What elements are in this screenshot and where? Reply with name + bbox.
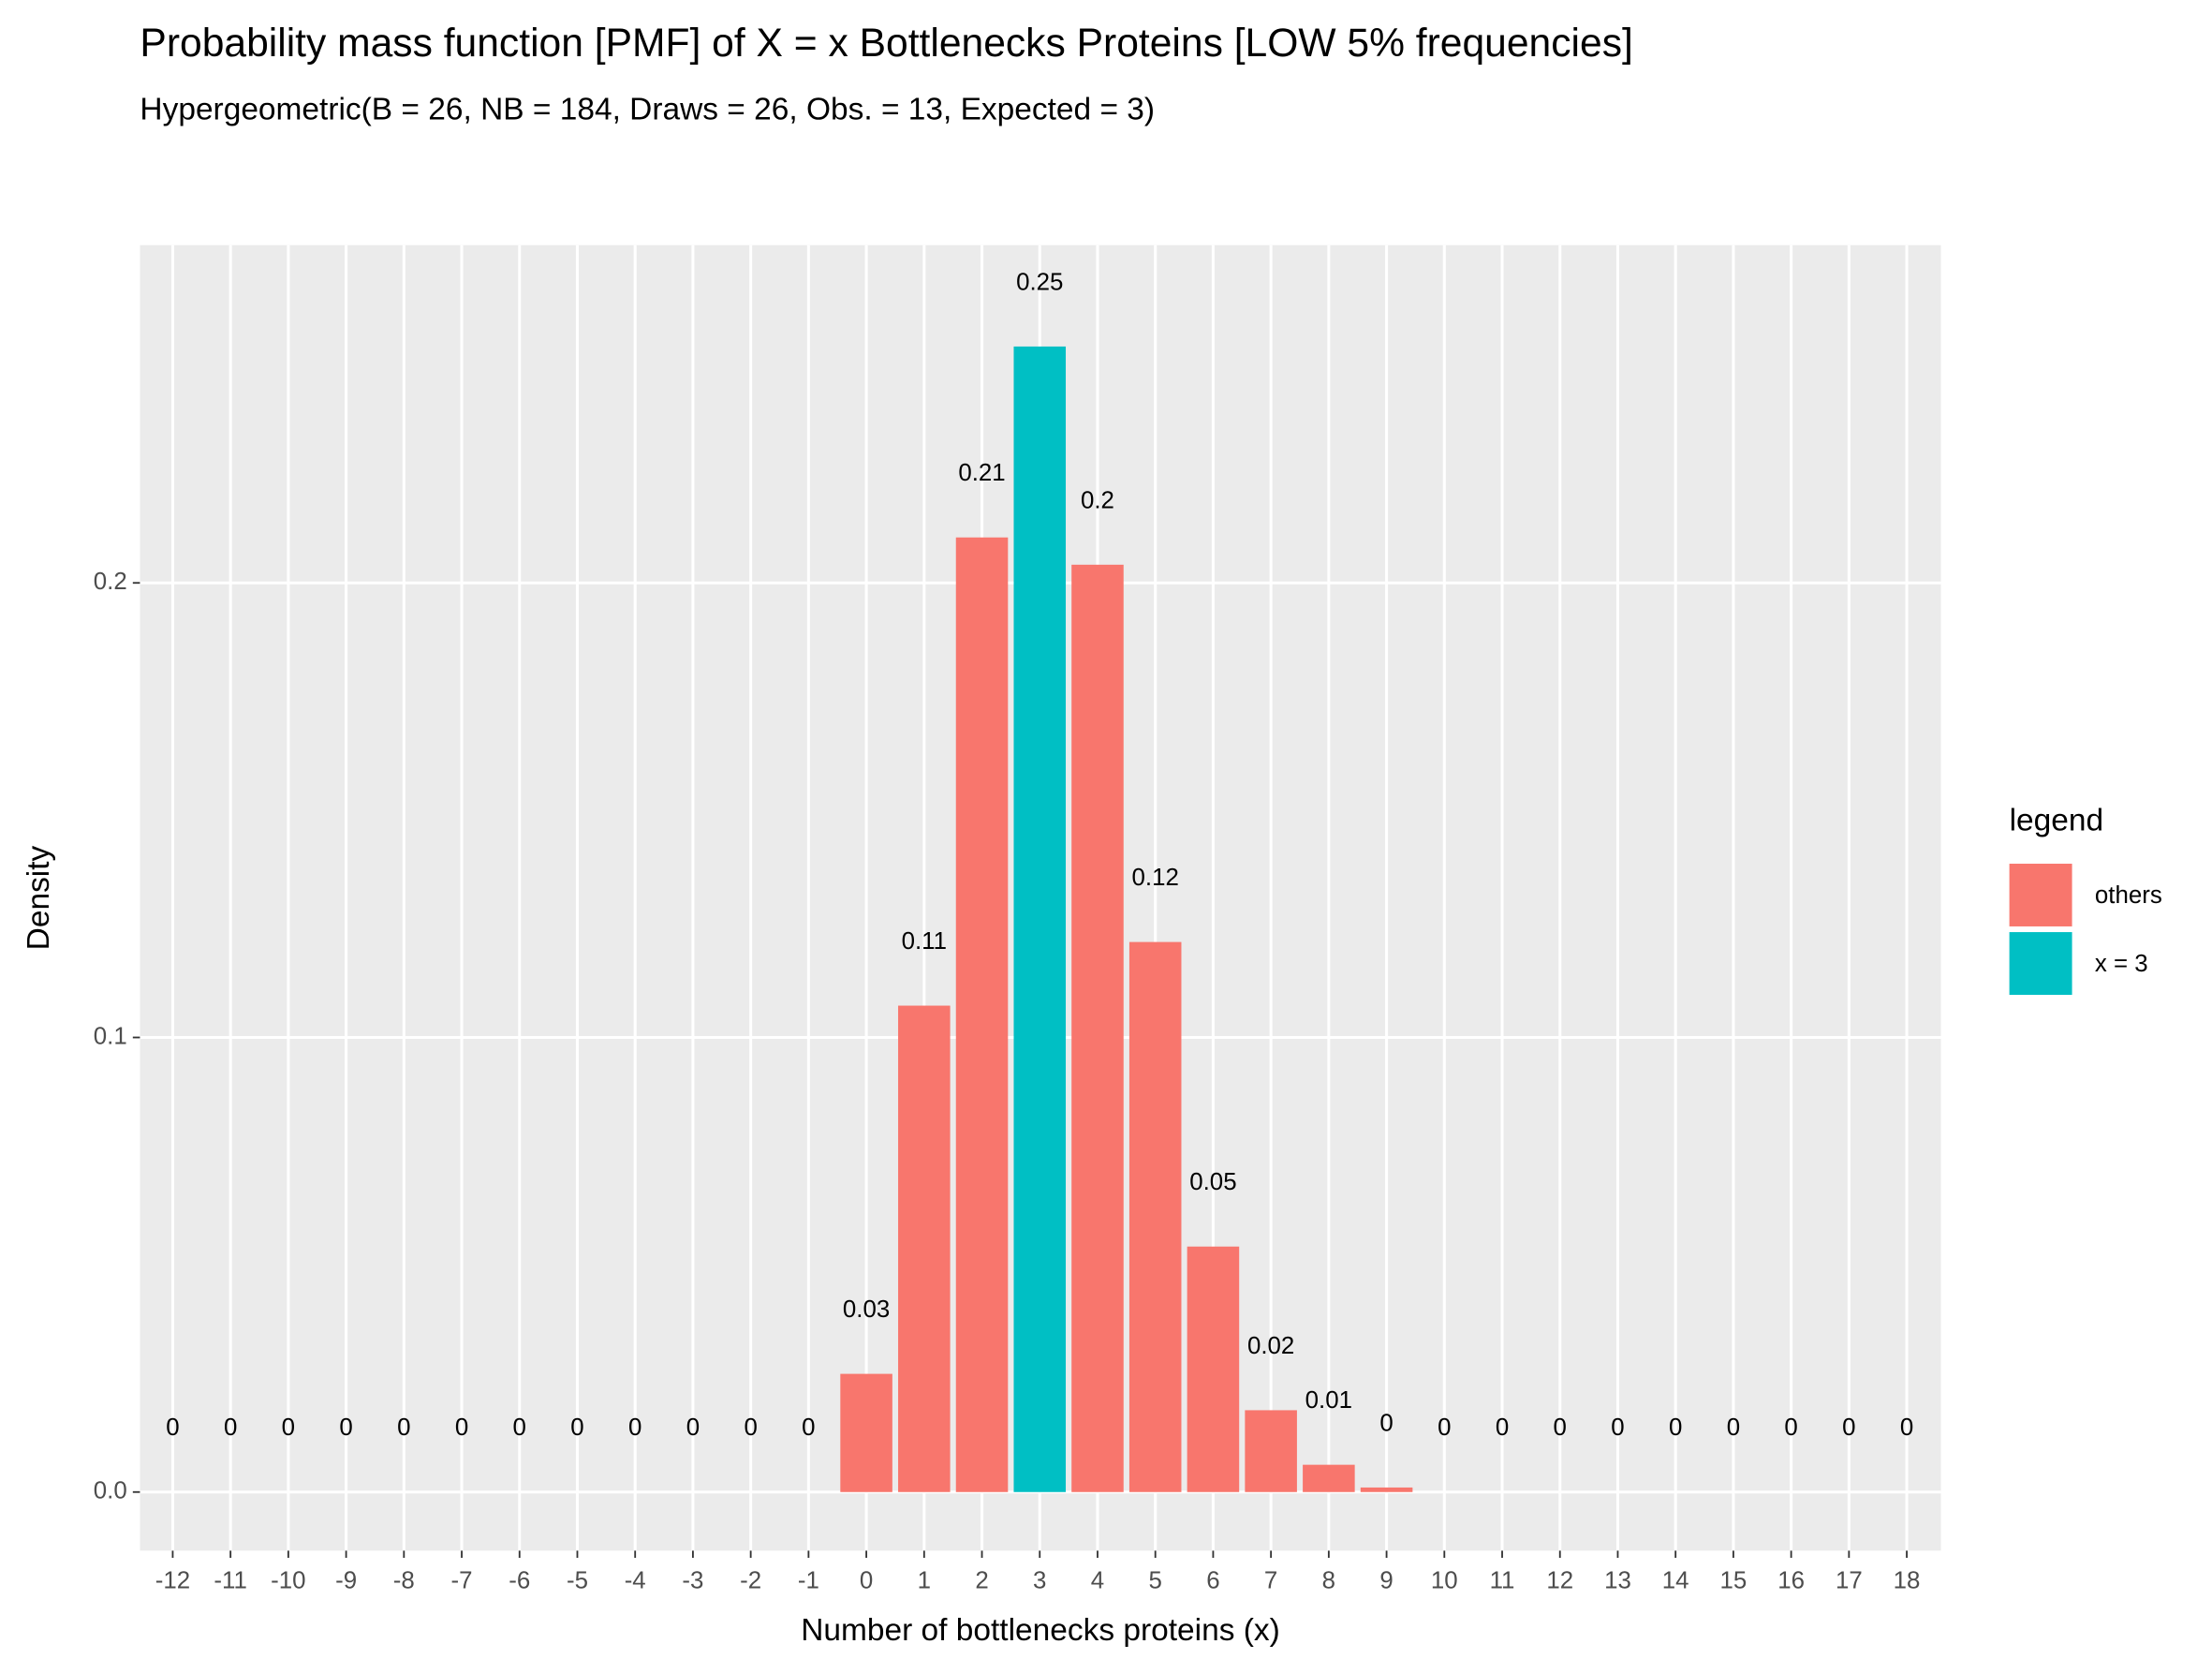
bar: [1245, 1410, 1297, 1492]
x-tick-label: 3: [1033, 1568, 1046, 1594]
value-label: 0: [802, 1415, 815, 1441]
value-label: 0: [744, 1415, 757, 1441]
x-tick-label: -9: [335, 1568, 357, 1594]
x-tick-label: 2: [975, 1568, 988, 1594]
x-tick-label: -3: [682, 1568, 703, 1594]
legend-swatch: [2009, 932, 2072, 995]
x-tick-label: -12: [155, 1568, 190, 1594]
x-tick-label: -6: [509, 1568, 530, 1594]
legend-label: others: [2095, 882, 2162, 909]
chart-subtitle: Hypergeometric(B = 26, NB = 184, Draws =…: [140, 93, 1155, 127]
x-tick-label: 8: [1322, 1568, 1335, 1594]
value-label: 0: [166, 1415, 179, 1441]
x-tick-label: 12: [1546, 1568, 1573, 1594]
bar: [1360, 1487, 1413, 1492]
value-label: 0: [1496, 1415, 1509, 1441]
value-label: 0.21: [958, 460, 1005, 486]
x-tick-label: -7: [451, 1568, 473, 1594]
bar: [955, 537, 1009, 1492]
bar: [1187, 1246, 1240, 1492]
value-label: 0: [570, 1415, 583, 1441]
value-label: 0: [282, 1415, 295, 1441]
bar: [1071, 564, 1124, 1492]
x-axis-label: Number of bottlenecks proteins (x): [801, 1613, 1280, 1648]
x-tick-label: 15: [1720, 1568, 1747, 1594]
x-tick-label: 1: [918, 1568, 931, 1594]
x-tick-label: 16: [1777, 1568, 1805, 1594]
bar: [840, 1373, 892, 1492]
value-label: 0: [397, 1415, 410, 1441]
value-label: 0: [1900, 1415, 1913, 1441]
y-tick-label: 0.1: [94, 1023, 127, 1049]
value-label: 0.11: [902, 928, 947, 955]
x-tick-label: 6: [1206, 1568, 1219, 1594]
x-tick-label: 14: [1662, 1568, 1689, 1594]
value-label: 0: [686, 1415, 700, 1441]
bar: [1128, 941, 1182, 1492]
bar: [1303, 1464, 1355, 1492]
y-axis-label: Density: [22, 845, 56, 950]
x-tick-label: -4: [625, 1568, 646, 1594]
x-tick-label: 10: [1431, 1568, 1458, 1594]
value-label: 0: [339, 1415, 352, 1441]
value-label: 0: [1379, 1410, 1393, 1436]
value-label: 0.12: [1132, 865, 1179, 891]
value-label: 0.02: [1247, 1333, 1294, 1359]
value-label: 0: [224, 1415, 237, 1441]
x-tick-label: 9: [1379, 1568, 1393, 1594]
x-tick-label: -11: [214, 1568, 246, 1594]
legend-swatch: [2009, 864, 2072, 926]
x-tick-label: -2: [740, 1568, 761, 1594]
bar: [1013, 346, 1067, 1492]
value-label: 0: [1669, 1415, 1682, 1441]
x-tick-label: 11: [1490, 1568, 1515, 1594]
value-label: 0.03: [843, 1296, 890, 1323]
x-tick-label: -1: [798, 1568, 819, 1594]
x-tick-label: -10: [271, 1568, 305, 1594]
value-label: 0: [1438, 1415, 1451, 1441]
x-tick-label: 13: [1604, 1568, 1631, 1594]
value-label: 0: [1727, 1415, 1740, 1441]
value-label: 0: [1554, 1415, 1567, 1441]
x-tick-label: -8: [393, 1568, 415, 1594]
value-label: 0: [628, 1415, 641, 1441]
x-tick-label: 17: [1836, 1568, 1863, 1594]
value-label: 0: [513, 1415, 526, 1441]
y-tick-label: 0.2: [94, 569, 127, 595]
legend-title: legend: [2010, 804, 2104, 838]
value-label: 0: [1611, 1415, 1624, 1441]
value-label: 0.25: [1016, 269, 1063, 295]
value-label: 0.01: [1305, 1387, 1352, 1414]
x-tick-label: 0: [860, 1568, 873, 1594]
x-tick-label: 5: [1148, 1568, 1161, 1594]
value-label: 0: [455, 1415, 468, 1441]
value-label: 0.2: [1081, 487, 1114, 513]
chart-title: Probability mass function [PMF] of X = x…: [140, 21, 1632, 66]
bar: [898, 1005, 951, 1492]
value-label: 0: [1842, 1415, 1855, 1441]
x-tick-label: 18: [1894, 1568, 1921, 1594]
legend-label: x = 3: [2095, 951, 2148, 977]
y-tick-label: 0.0: [94, 1478, 127, 1504]
x-tick-label: -5: [567, 1568, 588, 1594]
value-label: 0.05: [1189, 1169, 1236, 1195]
value-label: 0: [1784, 1415, 1797, 1441]
x-tick-label: 4: [1091, 1568, 1104, 1594]
x-tick-label: 7: [1264, 1568, 1277, 1594]
